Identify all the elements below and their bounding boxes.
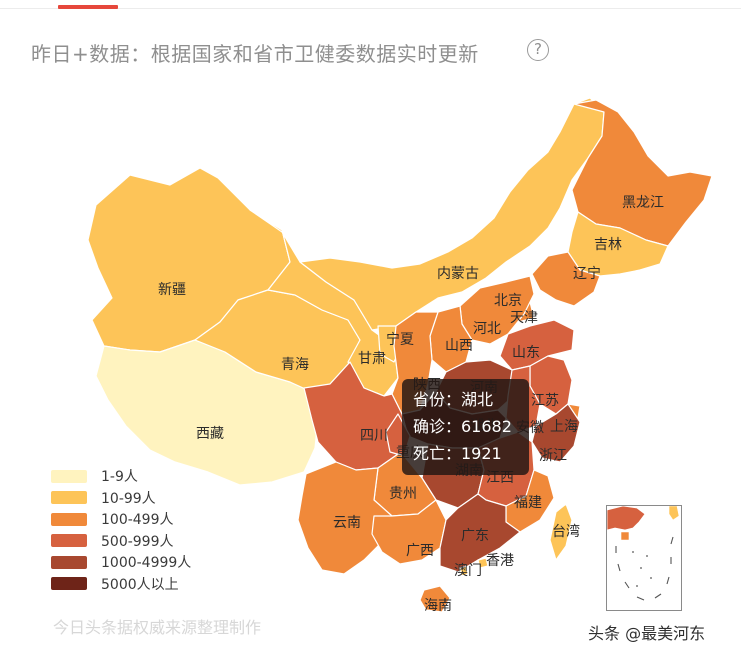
province-shandong[interactable] — [499, 319, 575, 371]
legend-item-10-99[interactable]: 10-99人 — [51, 488, 191, 508]
legend-item-500-999[interactable]: 500-999人 — [51, 531, 191, 551]
active-tab-indicator[interactable] — [58, 5, 118, 9]
province-label-shanxi: 山西 — [445, 338, 473, 354]
legend-swatch — [51, 534, 87, 547]
province-tooltip: 省份：湖北 确诊：61682 死亡：1921 — [402, 379, 529, 475]
south-china-sea-inset — [606, 505, 682, 611]
province-label-hebei: 河北 — [473, 321, 501, 337]
source-note: 今日头条据权威来源整理制作 — [53, 618, 262, 637]
province-guangdong[interactable] — [439, 493, 521, 573]
province-label-guizhou: 贵州 — [389, 486, 417, 502]
watermark-author: 头条 @最美河东 — [588, 624, 706, 643]
province-label-qinghai: 青海 — [281, 357, 309, 373]
province-label-neimenggu: 内蒙古 — [437, 266, 479, 282]
inset-island — [668, 506, 680, 521]
legend-item-1000-4999[interactable]: 1000-4999人 — [51, 552, 191, 572]
province-label-shandong: 山东 — [512, 345, 540, 361]
nine-dash-line — [615, 536, 674, 601]
south-china-sea-inset-map — [607, 506, 680, 601]
province-label-macau: 澳门 — [454, 563, 482, 579]
province-heilongjiang[interactable] — [571, 99, 713, 247]
legend-label: 1000-4999人 — [101, 555, 192, 571]
province-zhejiang[interactable] — [531, 403, 581, 463]
province-label-guangdong: 广东 — [461, 528, 489, 544]
legend-label: 10-99人 — [101, 490, 156, 507]
province-label-liaoning: 辽宁 — [573, 265, 601, 282]
legend-label: 100-499人 — [101, 512, 174, 528]
legend-label: 1-9人 — [101, 469, 138, 485]
province-liaoning[interactable] — [531, 251, 601, 307]
province-label-shanghai: 上海 — [550, 419, 578, 435]
province-label-sichuan: 四川 — [360, 428, 388, 444]
province-label-hongkong: 香港 — [486, 553, 514, 569]
province-label-xinjiang: 新疆 — [158, 282, 186, 298]
legend-item-5000-plus[interactable]: 5000人以上 — [51, 574, 191, 594]
province-label-xizang: 西藏 — [196, 426, 224, 442]
tooltip-deaths: 死亡：1921 — [413, 444, 502, 463]
legend-swatch — [51, 512, 87, 526]
province-label-heilongjiang: 黑龙江 — [622, 195, 664, 211]
legend-label: 500-999人 — [101, 533, 174, 550]
province-label-hainan: 海南 — [424, 598, 452, 614]
legend-swatch — [51, 469, 87, 483]
province-hainan[interactable] — [419, 585, 451, 613]
province-label-tianjin: 天津 — [510, 310, 538, 326]
tooltip-province: 省份：湖北 — [413, 390, 494, 409]
legend-swatch — [51, 577, 87, 590]
inset-mainland-coast — [607, 506, 646, 531]
province-label-fujian: 福建 — [514, 495, 542, 511]
legend-item-1-9[interactable]: 1-9人 — [51, 466, 191, 486]
province-label-jilin: 吉林 — [594, 237, 622, 253]
legend-swatch — [51, 555, 87, 569]
province-label-ningxia: 宁夏 — [386, 331, 414, 348]
province-label-beijing: 北京 — [494, 293, 522, 309]
legend-item-100-499[interactable]: 100-499人 — [51, 509, 191, 529]
map-legend: 1-9人 10-99人 100-499人 500-999人 1000-4999人… — [51, 466, 191, 595]
province-label-zhejiang: 浙江 — [539, 448, 567, 464]
province-taiwan[interactable] — [549, 503, 573, 561]
province-label-jiangsu: 江苏 — [531, 393, 559, 409]
tooltip-confirmed: 确诊：61682 — [413, 417, 512, 436]
inset-island — [620, 531, 630, 541]
province-yunnan[interactable] — [297, 461, 393, 575]
province-label-taiwan: 台湾 — [552, 523, 580, 540]
legend-swatch — [51, 491, 87, 504]
province-macau[interactable] — [459, 565, 469, 577]
province-label-guangxi: 广西 — [406, 543, 434, 559]
map-headline: 昨日+数据：根据国家和省市卫健委数据实时更新 — [31, 42, 479, 66]
province-label-gansu: 甘肃 — [358, 351, 386, 367]
province-label-yunnan: 云南 — [333, 515, 361, 531]
header-divider — [0, 8, 741, 9]
inset-islets — [632, 551, 652, 587]
province-hongkong[interactable] — [477, 557, 489, 569]
help-icon[interactable]: ? — [527, 39, 549, 61]
legend-label: 5000人以上 — [101, 576, 179, 593]
